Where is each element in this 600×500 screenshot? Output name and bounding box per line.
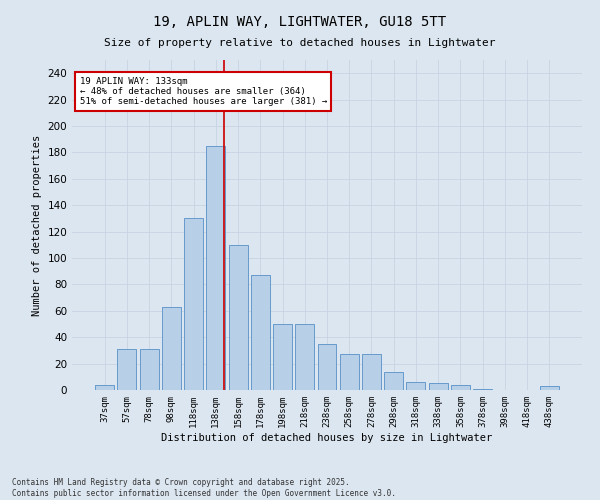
Text: Contains HM Land Registry data © Crown copyright and database right 2025.
Contai: Contains HM Land Registry data © Crown c… <box>12 478 396 498</box>
Bar <box>229 245 248 390</box>
Bar <box>251 275 270 390</box>
Text: 19 APLIN WAY: 133sqm
← 48% of detached houses are smaller (364)
51% of semi-deta: 19 APLIN WAY: 133sqm ← 48% of detached h… <box>80 76 327 106</box>
Text: Size of property relative to detached houses in Lightwater: Size of property relative to detached ho… <box>104 38 496 48</box>
Bar <box>406 382 425 390</box>
Bar <box>451 384 470 390</box>
Bar <box>473 388 492 390</box>
Bar <box>295 324 314 390</box>
Y-axis label: Number of detached properties: Number of detached properties <box>32 134 42 316</box>
Bar <box>273 324 292 390</box>
X-axis label: Distribution of detached houses by size in Lightwater: Distribution of detached houses by size … <box>161 432 493 442</box>
Bar <box>340 354 359 390</box>
Bar <box>206 146 225 390</box>
Bar <box>95 384 114 390</box>
Bar <box>429 384 448 390</box>
Bar <box>162 307 181 390</box>
Bar <box>118 349 136 390</box>
Bar <box>140 349 158 390</box>
Text: 19, APLIN WAY, LIGHTWATER, GU18 5TT: 19, APLIN WAY, LIGHTWATER, GU18 5TT <box>154 15 446 29</box>
Bar <box>384 372 403 390</box>
Bar <box>317 344 337 390</box>
Bar <box>362 354 381 390</box>
Bar <box>540 386 559 390</box>
Bar <box>184 218 203 390</box>
